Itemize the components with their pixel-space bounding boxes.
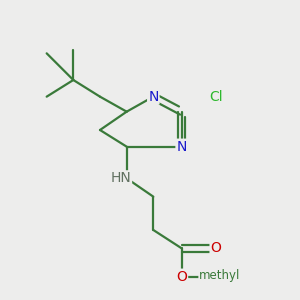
Text: O: O <box>176 270 187 284</box>
Text: methyl: methyl <box>199 268 241 281</box>
Text: N: N <box>176 140 187 154</box>
Text: HN: HN <box>110 171 131 185</box>
Text: Cl: Cl <box>209 90 223 104</box>
Text: O: O <box>211 241 221 255</box>
Text: N: N <box>148 90 158 104</box>
